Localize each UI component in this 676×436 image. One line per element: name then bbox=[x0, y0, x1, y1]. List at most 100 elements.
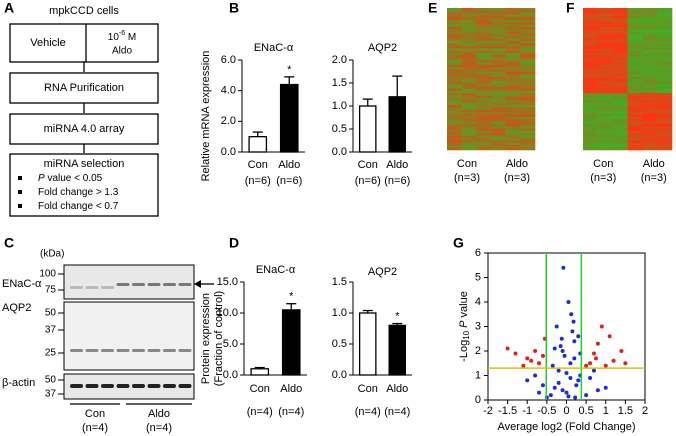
heat-cell bbox=[476, 19, 492, 23]
heat-cell bbox=[612, 19, 628, 23]
heat-cell bbox=[520, 34, 536, 37]
point bbox=[548, 393, 553, 398]
y-tick-label: 0.5 bbox=[332, 338, 347, 350]
heat-cell bbox=[642, 142, 658, 146]
heat-cell bbox=[461, 83, 477, 87]
heat-cell bbox=[505, 147, 521, 151]
heat-cell bbox=[447, 55, 462, 58]
point bbox=[573, 395, 578, 400]
heat-cell bbox=[642, 50, 658, 54]
heat-cell bbox=[597, 12, 613, 16]
heat-cell bbox=[642, 90, 658, 94]
heat-cell bbox=[491, 135, 506, 139]
heat-cell bbox=[461, 126, 477, 129]
heat-cell bbox=[627, 60, 643, 63]
heat-cell bbox=[597, 145, 613, 148]
heat-cell bbox=[505, 138, 521, 141]
heat-cell bbox=[657, 45, 673, 49]
heat-cell bbox=[491, 133, 506, 137]
point bbox=[562, 353, 567, 358]
heat-cell bbox=[491, 83, 506, 87]
heat-cell bbox=[612, 79, 628, 82]
heat-cell bbox=[505, 79, 521, 82]
heat-cell bbox=[657, 74, 673, 77]
heat-cell bbox=[627, 145, 643, 148]
heat-cell bbox=[476, 81, 492, 85]
heat-cell bbox=[505, 105, 521, 108]
heat-cell bbox=[597, 95, 613, 99]
heat-cell bbox=[583, 105, 599, 108]
heat-cell bbox=[657, 93, 673, 96]
heat-cell bbox=[597, 69, 613, 73]
panel-label: D bbox=[229, 235, 239, 251]
heat-cell bbox=[505, 50, 521, 54]
group-label: Aldo bbox=[148, 408, 170, 420]
point bbox=[603, 385, 608, 390]
chart-title: AQP2 bbox=[368, 266, 397, 278]
panel-label: E bbox=[428, 0, 437, 16]
heat-cell bbox=[642, 128, 658, 132]
heat-cell bbox=[491, 114, 506, 118]
heat-cell bbox=[597, 38, 613, 42]
heat-cell bbox=[657, 79, 673, 82]
heat-cell bbox=[491, 64, 506, 68]
heat-cell bbox=[476, 135, 492, 139]
heat-cell bbox=[642, 86, 658, 89]
heat-cell bbox=[461, 121, 477, 125]
heat-cell bbox=[627, 43, 643, 47]
heat-cell bbox=[447, 29, 462, 32]
heat-cell bbox=[657, 147, 673, 151]
protein-label: AQP2 bbox=[2, 302, 31, 314]
n-label: (n=3) bbox=[590, 172, 616, 184]
heat-cell bbox=[627, 74, 643, 77]
bullet-text: Fold change < 0.7 bbox=[38, 201, 119, 212]
bullet bbox=[18, 176, 22, 180]
heat-cell bbox=[657, 17, 673, 21]
heat-cell bbox=[612, 147, 628, 151]
chart-title: ENaC-α bbox=[254, 42, 294, 54]
y-axis-label: (Fraction of control) bbox=[213, 291, 225, 386]
heat-cell bbox=[642, 62, 658, 66]
heat-cell bbox=[491, 10, 506, 14]
heat-cell bbox=[612, 109, 628, 113]
heat-cell bbox=[520, 140, 536, 144]
heat-cell bbox=[657, 102, 673, 106]
heat-cell bbox=[627, 138, 643, 141]
heat-cell bbox=[642, 121, 658, 125]
heat-cell bbox=[657, 10, 673, 14]
x-tick-label: Con bbox=[358, 159, 378, 171]
heat-cell bbox=[612, 24, 628, 28]
heat-cell bbox=[476, 41, 492, 44]
x-tick-label: 0 bbox=[563, 405, 569, 417]
heat-cell bbox=[627, 69, 643, 73]
heat-cell bbox=[583, 38, 599, 42]
heat-cell bbox=[597, 19, 613, 23]
heat-cell bbox=[612, 52, 628, 56]
heat-cell bbox=[597, 76, 613, 80]
heat-cell bbox=[447, 60, 462, 63]
heat-cell bbox=[583, 126, 599, 129]
band bbox=[163, 283, 176, 286]
heat-cell bbox=[612, 114, 628, 118]
heat-cell bbox=[657, 126, 673, 129]
x-tick-label: Aldo bbox=[506, 158, 528, 170]
heat-cell bbox=[505, 76, 521, 80]
heat-cell bbox=[520, 138, 536, 141]
heat-cell bbox=[491, 67, 506, 70]
heat-cell bbox=[520, 36, 536, 40]
heat-cell bbox=[583, 52, 599, 56]
heat-cell bbox=[597, 45, 613, 49]
heat-cell bbox=[447, 8, 462, 11]
heat-cell bbox=[520, 71, 536, 75]
heat-cell bbox=[447, 133, 462, 137]
heat-cell bbox=[583, 62, 599, 66]
heat-cell bbox=[657, 69, 673, 73]
heat-cell bbox=[505, 93, 521, 96]
heat-cell bbox=[583, 135, 599, 139]
heat-cell bbox=[612, 10, 628, 14]
heat-cell bbox=[627, 133, 643, 137]
heat-cell bbox=[627, 97, 643, 101]
heat-cell bbox=[476, 109, 492, 113]
heat-cell bbox=[642, 107, 658, 111]
